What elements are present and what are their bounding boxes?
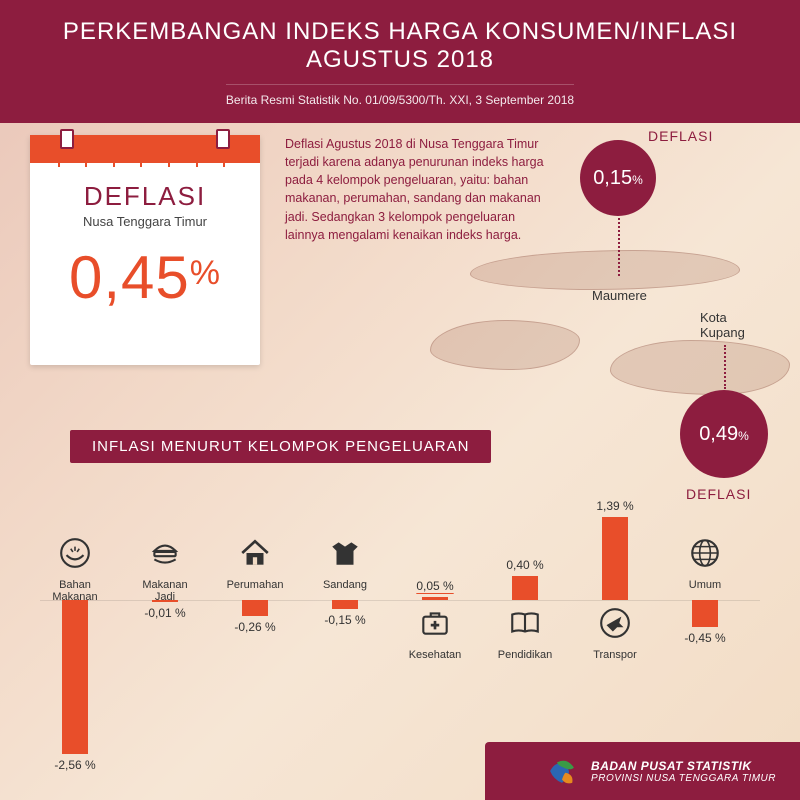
infographic-canvas: PERKEMBANGAN INDEKS HARGA KONSUMEN/INFLA… xyxy=(0,0,800,800)
chart-item: 1,39 % Transpor xyxy=(580,480,650,710)
chart-item: -0,15 % Sandang xyxy=(310,480,380,710)
chart-item: -0,45 % Umum xyxy=(670,480,740,710)
footer-text: BADAN PUSAT STATISTIK PROVINSI NUSA TENG… xyxy=(591,759,776,784)
globe-icon xyxy=(670,536,740,575)
chart-bar xyxy=(242,600,268,616)
map-island xyxy=(430,320,580,370)
bowl-icon xyxy=(40,536,110,575)
title-line1: PERKEMBANGAN INDEKS HARGA KONSUMEN/INFLA… xyxy=(30,18,770,46)
chart-value-label: 0,40 % xyxy=(506,558,543,572)
title-line2: AGUSTUS 2018 xyxy=(30,46,770,74)
footer: BADAN PUSAT STATISTIK PROVINSI NUSA TENG… xyxy=(485,742,800,800)
card-region: Nusa Tenggara Timur xyxy=(30,214,260,229)
map-island xyxy=(470,250,740,290)
card-value: 0,45% xyxy=(30,243,260,312)
chart-category: Pendidikan xyxy=(490,606,560,661)
map-city-label: Maumere xyxy=(592,288,647,303)
chart-category-name: Kesehatan xyxy=(400,649,470,661)
chart-value-label: -0,26 % xyxy=(234,620,275,634)
footer-org1: BADAN PUSAT STATISTIK xyxy=(591,759,776,773)
chart-item: 0,40 % Pendidikan xyxy=(490,480,560,710)
chart-bar xyxy=(332,600,358,609)
map-value-circle: 0,15% xyxy=(580,140,656,216)
chart-category-name: BahanMakanan xyxy=(40,579,110,603)
plane-icon xyxy=(580,606,650,645)
chart-category: MakananJadi xyxy=(130,536,200,603)
bar-chart: -2,56 %BahanMakanan-0,01 %MakananJadi-0,… xyxy=(40,480,760,710)
map-point-label: DEFLASI xyxy=(648,128,713,144)
chart-category: Umum xyxy=(670,536,740,591)
description-text: Deflasi Agustus 2018 di Nusa Tenggara Ti… xyxy=(285,135,545,244)
chart-category: Transpor xyxy=(580,606,650,661)
chart-category: BahanMakanan xyxy=(40,536,110,603)
chart-value-label: -0,01 % xyxy=(144,606,185,620)
map-value-circle: 0,49% xyxy=(680,390,768,478)
chart-category-name: Perumahan xyxy=(220,579,290,591)
chart-item: -2,56 %BahanMakanan xyxy=(40,480,110,710)
chart-bar xyxy=(62,600,88,754)
chart-category: Kesehatan xyxy=(400,606,470,661)
chart-value-label: -0,45 % xyxy=(684,631,725,645)
chart-value-label: -2,56 % xyxy=(54,758,95,772)
chart-category: Sandang xyxy=(310,536,380,591)
chart-value-label: 0,05 % xyxy=(416,579,453,593)
map-city-label: KotaKupang xyxy=(700,310,745,340)
chart-category-name: MakananJadi xyxy=(130,579,200,603)
chart-item: -0,26 % Perumahan xyxy=(220,480,290,710)
footer-org2: PROVINSI NUSA TENGGARA TIMUR xyxy=(591,773,776,784)
bps-logo-icon xyxy=(545,754,579,788)
chart-category: Perumahan xyxy=(220,536,290,591)
map-island xyxy=(610,340,790,395)
calendar-top-bar xyxy=(30,135,260,163)
map-connector xyxy=(724,345,726,389)
chart-item: 0,05 % Kesehatan xyxy=(400,480,470,710)
subtitle: Berita Resmi Statistik No. 01/09/5300/Th… xyxy=(226,84,574,107)
burger-icon xyxy=(130,536,200,575)
header: PERKEMBANGAN INDEKS HARGA KONSUMEN/INFLA… xyxy=(0,0,800,123)
chart-category-name: Umum xyxy=(670,579,740,591)
chart-category-name: Transpor xyxy=(580,649,650,661)
chart-bar xyxy=(692,600,718,627)
chart-item: -0,01 % MakananJadi xyxy=(130,480,200,710)
chart-bar xyxy=(422,597,448,600)
chart-title: INFLASI MENURUT KELOMPOK PENGELUARAN xyxy=(70,430,491,463)
house-icon xyxy=(220,536,290,575)
chart-bar xyxy=(512,576,538,600)
deflation-card: DEFLASI Nusa Tenggara Timur 0,45% xyxy=(30,135,260,365)
chart-category-name: Sandang xyxy=(310,579,380,591)
map-connector xyxy=(618,218,620,276)
chart-value-label: -0,15 % xyxy=(324,613,365,627)
card-value-number: 0,45 xyxy=(69,244,190,311)
medkit-icon xyxy=(400,606,470,645)
chart-value-label: 1,39 % xyxy=(596,499,633,513)
chart-bar xyxy=(602,517,628,600)
shirt-icon xyxy=(310,536,380,575)
book-icon xyxy=(490,606,560,645)
card-label: DEFLASI xyxy=(30,181,260,212)
chart-category-name: Pendidikan xyxy=(490,649,560,661)
card-value-unit: % xyxy=(190,254,221,292)
